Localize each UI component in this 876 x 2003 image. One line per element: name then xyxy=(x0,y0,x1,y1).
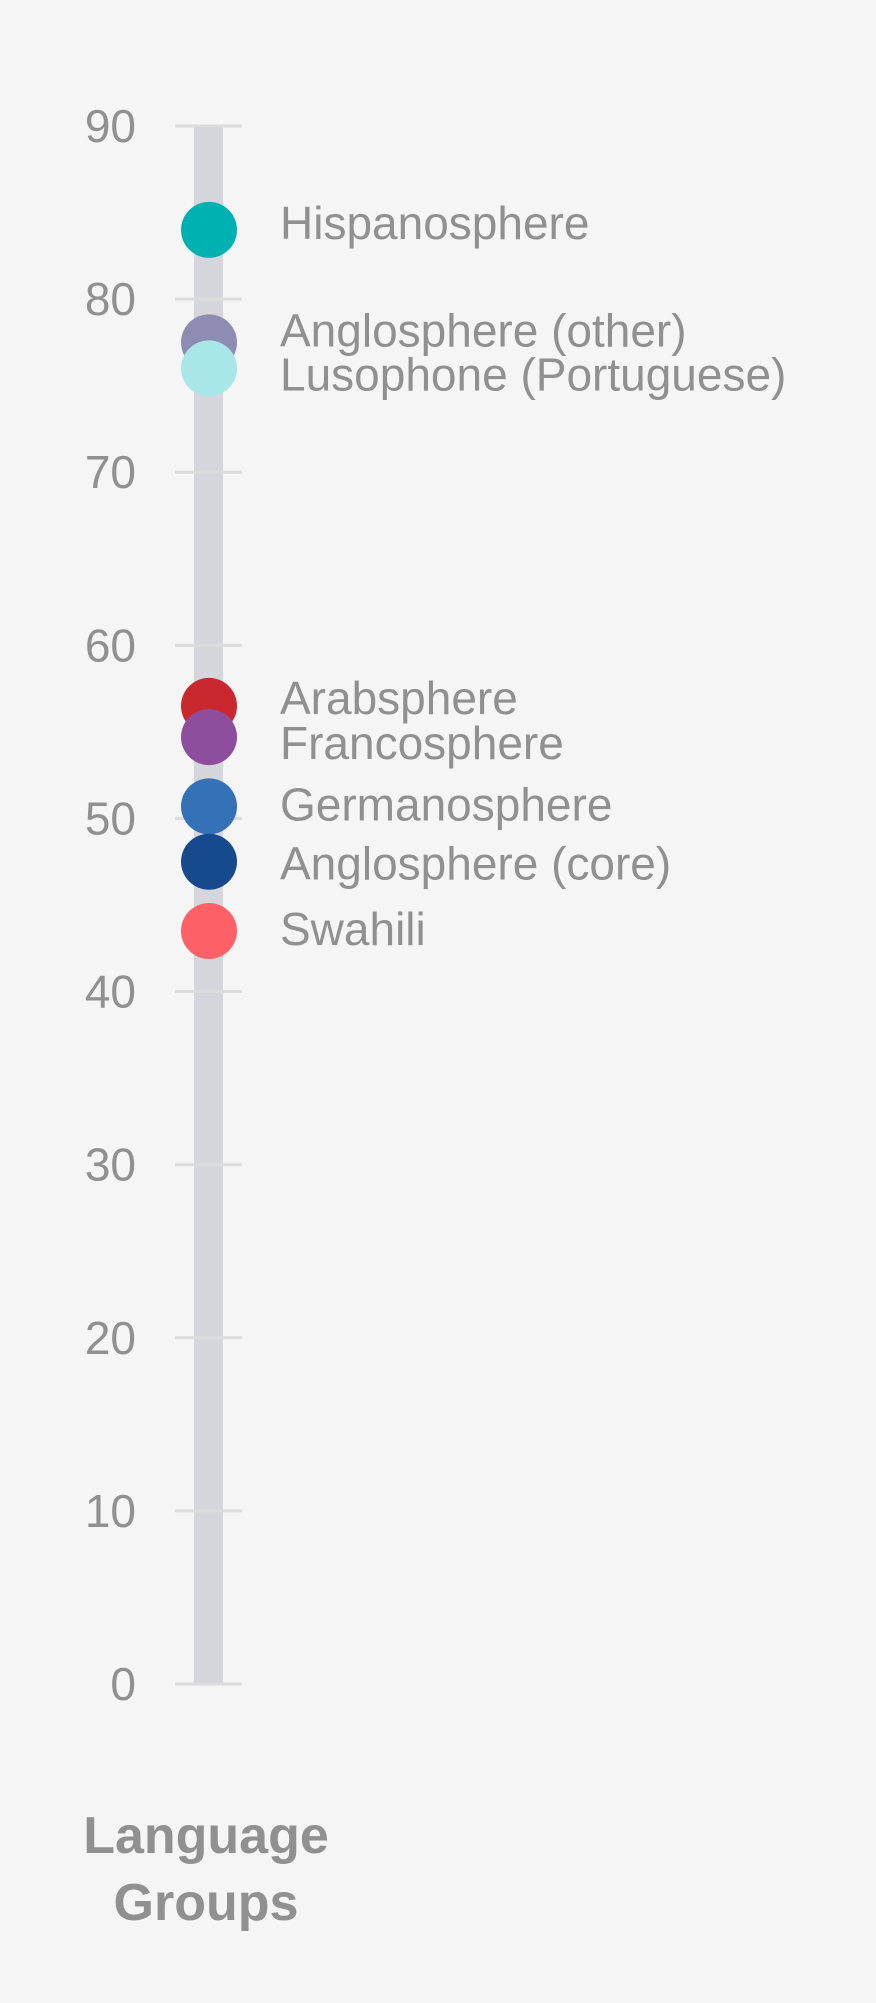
data-point-label: Anglosphere (core) xyxy=(280,838,671,890)
data-point-label: Anglosphere (other) xyxy=(280,304,687,356)
data-point[interactable] xyxy=(181,778,237,835)
y-tick-label: 40 xyxy=(85,966,136,1018)
y-tick-label: 60 xyxy=(85,619,136,671)
y-tick-label: 0 xyxy=(110,1658,136,1710)
data-point-label: Germanosphere xyxy=(280,778,612,830)
category-label-line-1: Language xyxy=(83,1807,329,1865)
data-point[interactable] xyxy=(181,340,237,397)
data-point[interactable] xyxy=(181,201,237,258)
y-tick-label: 80 xyxy=(85,273,136,325)
y-tick-label: 20 xyxy=(85,1312,136,1364)
category-label-line-2: Groups xyxy=(114,1874,299,1932)
y-tick-label: 90 xyxy=(85,100,136,152)
data-point[interactable] xyxy=(181,833,237,890)
data-point-label: Hispanosphere xyxy=(280,197,589,249)
y-tick-label: 70 xyxy=(85,446,136,498)
data-point-label: Arabsphere xyxy=(280,672,518,724)
data-point-label: Lusophone (Portuguese) xyxy=(280,348,786,400)
y-tick-label: 10 xyxy=(85,1485,136,1537)
data-point[interactable] xyxy=(181,709,237,766)
data-point[interactable] xyxy=(181,902,237,959)
y-tick-label: 50 xyxy=(85,792,136,844)
data-point-label: Francosphere xyxy=(280,717,564,769)
data-point-label: Swahili xyxy=(280,903,426,955)
y-tick-label: 30 xyxy=(85,1139,136,1191)
